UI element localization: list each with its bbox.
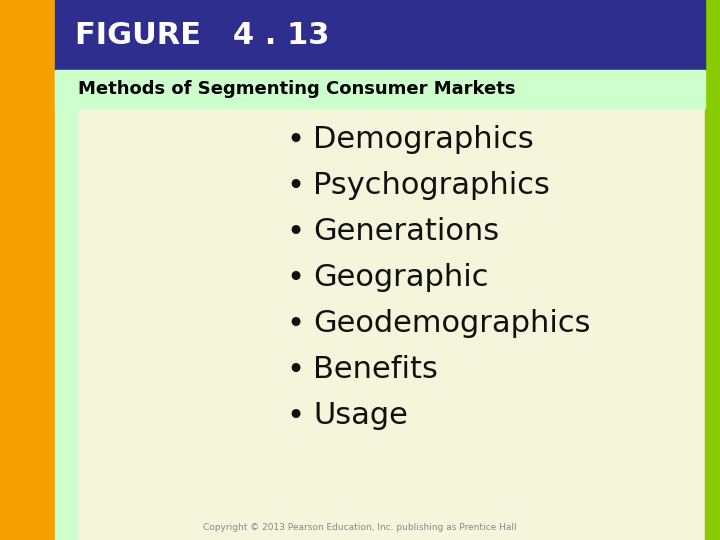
Text: Usage: Usage bbox=[313, 402, 408, 430]
Bar bbox=[55, 70, 705, 108]
Bar bbox=[55, 0, 705, 70]
Text: Copyright © 2013 Pearson Education, Inc. publishing as Prentice Hall: Copyright © 2013 Pearson Education, Inc.… bbox=[203, 523, 517, 532]
Text: •: • bbox=[286, 402, 304, 430]
Text: Methods of Segmenting Consumer Markets: Methods of Segmenting Consumer Markets bbox=[78, 80, 516, 98]
Bar bbox=[55, 0, 77, 540]
Text: Generations: Generations bbox=[313, 218, 499, 246]
Text: •: • bbox=[286, 264, 304, 293]
Text: Benefits: Benefits bbox=[313, 355, 438, 384]
Text: •: • bbox=[286, 172, 304, 200]
Text: Psychographics: Psychographics bbox=[313, 172, 550, 200]
Text: •: • bbox=[286, 125, 304, 154]
Text: •: • bbox=[286, 355, 304, 384]
Text: FIGURE   4 . 13: FIGURE 4 . 13 bbox=[75, 21, 329, 50]
Bar bbox=[0, 0, 55, 540]
Text: Demographics: Demographics bbox=[313, 125, 534, 154]
Text: •: • bbox=[286, 309, 304, 339]
Bar bbox=[705, 0, 720, 540]
Text: •: • bbox=[286, 218, 304, 246]
Text: Geodemographics: Geodemographics bbox=[313, 309, 590, 339]
Text: Geographic: Geographic bbox=[313, 264, 488, 293]
